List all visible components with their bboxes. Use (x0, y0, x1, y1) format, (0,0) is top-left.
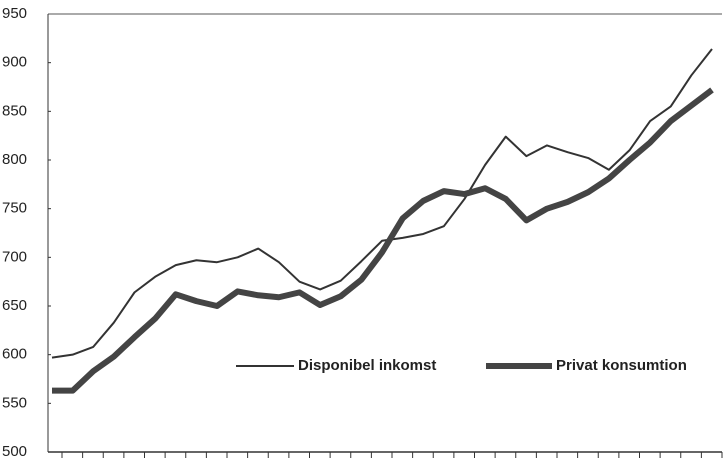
y-tick-label: 550 (2, 394, 27, 411)
series-line (52, 87, 714, 394)
legend-label: Disponibel inkomst (298, 357, 436, 374)
y-tick-label: 700 (2, 248, 27, 265)
y-tick-label: 900 (2, 54, 27, 71)
y-tick-label: 950 (2, 5, 27, 22)
y-tick-label: 800 (2, 151, 27, 168)
y-tick-label: 500 (2, 443, 27, 458)
series-line (51, 48, 713, 359)
y-tick-label: 650 (2, 297, 27, 314)
y-tick-label: 850 (2, 102, 27, 119)
y-tick-label: 750 (2, 200, 27, 217)
legend-label: Privat konsumtion (556, 357, 687, 374)
y-tick-label: 600 (2, 346, 27, 363)
